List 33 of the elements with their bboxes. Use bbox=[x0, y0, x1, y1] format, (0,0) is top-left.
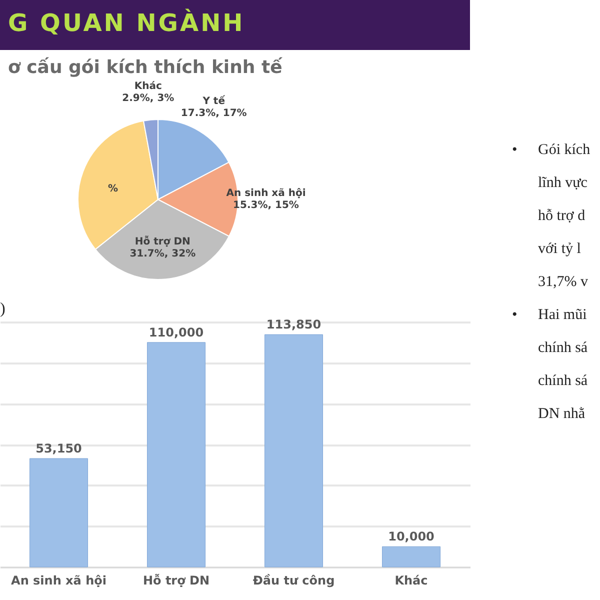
data-label: 10,000 bbox=[388, 530, 434, 544]
bar bbox=[147, 342, 206, 568]
data-label: 31.7%, 32% bbox=[130, 248, 196, 260]
text: lĩnh vực bbox=[537, 175, 588, 193]
x-tick-label: An sinh xã hội bbox=[11, 574, 106, 588]
slice-label: Y tế bbox=[202, 95, 226, 108]
text: • bbox=[512, 142, 518, 159]
data-label: 2.9%, 3% bbox=[122, 92, 174, 104]
slice-label: Khác bbox=[134, 80, 162, 92]
data-label: 110,000 bbox=[148, 325, 204, 340]
text: với tỷ l bbox=[537, 241, 582, 259]
text: • bbox=[512, 307, 518, 324]
text: G QUAN NGÀNH bbox=[8, 9, 245, 37]
text: Gói kích bbox=[538, 142, 590, 158]
chart-title: ) bbox=[0, 300, 6, 318]
text: chính sá bbox=[537, 340, 589, 358]
chart-title: ơ cấu gói kích thích kinh tế bbox=[8, 56, 284, 78]
x-tick-label: Khác bbox=[394, 574, 428, 588]
data-label: 17.3%, 17% bbox=[180, 108, 247, 120]
text: chính sá bbox=[537, 373, 589, 391]
x-tick-label: Hỗ trợ DN bbox=[142, 574, 210, 588]
data-label: % bbox=[108, 184, 118, 195]
bar bbox=[30, 458, 88, 568]
text: Hai mũi bbox=[538, 307, 587, 323]
text: 31,7% v bbox=[537, 274, 589, 292]
text: hỗ trợ d bbox=[537, 208, 586, 226]
data-label: 53,150 bbox=[36, 441, 82, 456]
text: DN nhằ bbox=[537, 406, 586, 424]
slice-label: Hỗ trợ DN bbox=[134, 235, 190, 248]
x-tick-label: Đầu tư công bbox=[252, 574, 335, 588]
data-label: 113,850 bbox=[266, 318, 322, 332]
bar bbox=[382, 546, 440, 568]
bar bbox=[264, 334, 323, 568]
